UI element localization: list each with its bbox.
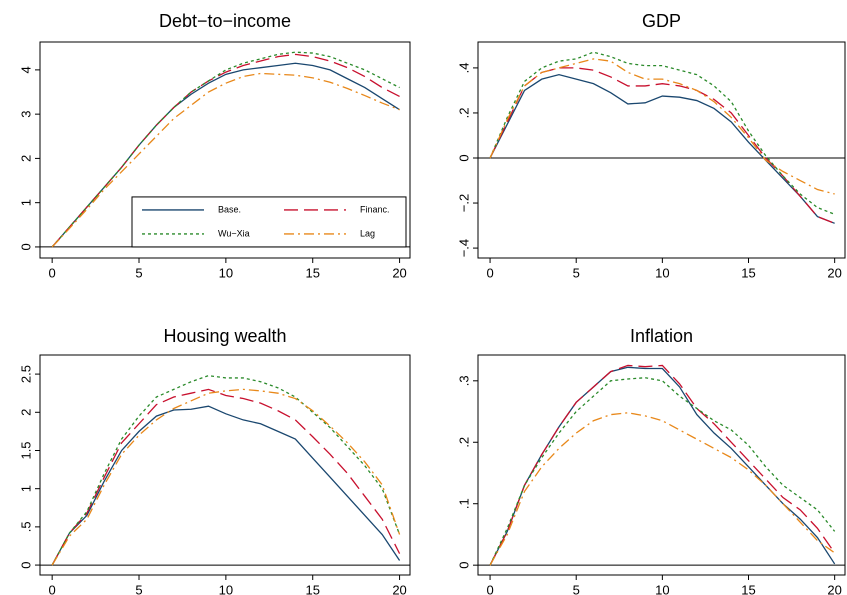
series-line <box>489 366 836 566</box>
series-line <box>51 72 400 248</box>
legend-label: Base. <box>218 204 241 214</box>
x-tick-label: 20 <box>392 265 406 280</box>
panel-title: Debt−to−income <box>159 11 291 31</box>
x-tick-label: 20 <box>392 582 406 595</box>
y-tick-label: 2.5 <box>18 365 33 383</box>
series-line <box>51 53 400 248</box>
y-tick-label: 3 <box>18 111 33 118</box>
legend-label: Financ. <box>360 204 390 214</box>
y-tick-label: .2 <box>456 108 471 119</box>
x-tick-label: 20 <box>827 265 841 280</box>
plot-frame <box>477 41 846 259</box>
series-line <box>489 364 836 566</box>
x-tick-label: 0 <box>49 265 56 280</box>
y-tick-label: .5 <box>18 521 33 532</box>
series-line <box>489 51 835 215</box>
y-tick-label: .1 <box>456 498 471 509</box>
y-tick-label: 0 <box>456 562 471 569</box>
y-tick-label: .2 <box>456 437 471 448</box>
plot-frame <box>39 354 411 576</box>
panel-title: Inflation <box>630 326 693 346</box>
series-line <box>489 58 835 195</box>
plot-frame <box>477 354 846 576</box>
x-tick-label: 10 <box>655 582 669 595</box>
series-line <box>489 73 835 224</box>
x-tick-label: 15 <box>305 265 319 280</box>
legend-label: Lag <box>360 228 375 238</box>
plot-frame <box>39 41 411 259</box>
series-line <box>489 67 835 224</box>
series-line <box>51 388 401 566</box>
x-tick-label: 15 <box>741 582 755 595</box>
y-tick-label: 2 <box>18 409 33 416</box>
x-tick-label: 20 <box>827 582 841 595</box>
y-tick-label: 0 <box>18 243 33 250</box>
series-line <box>51 405 401 566</box>
x-tick-label: 10 <box>219 265 233 280</box>
x-tick-label: 0 <box>486 582 493 595</box>
series-line <box>51 374 401 566</box>
y-tick-label: .4 <box>456 62 471 73</box>
x-tick-label: 5 <box>573 265 580 280</box>
series-line <box>489 377 836 566</box>
series-line <box>51 388 401 566</box>
y-tick-label: 0 <box>18 561 33 568</box>
y-tick-label: 2 <box>18 155 33 162</box>
y-tick-label: −.4 <box>456 239 471 257</box>
y-tick-label: .3 <box>456 375 471 386</box>
x-tick-label: 5 <box>135 582 142 595</box>
legend-label: Wu−Xia <box>218 228 250 238</box>
x-tick-label: 5 <box>573 582 580 595</box>
series-line <box>489 412 836 566</box>
y-tick-label: 1 <box>18 485 33 492</box>
x-tick-label: 0 <box>486 265 493 280</box>
x-tick-label: 10 <box>655 265 669 280</box>
y-tick-label: −.2 <box>456 194 471 212</box>
y-tick-label: 1.5 <box>18 441 33 459</box>
x-tick-label: 15 <box>741 265 755 280</box>
x-tick-label: 10 <box>219 582 233 595</box>
x-tick-label: 0 <box>49 582 56 595</box>
x-tick-label: 5 <box>135 265 142 280</box>
y-tick-label: 1 <box>18 199 33 206</box>
y-tick-label: 0 <box>456 154 471 161</box>
y-tick-label: 4 <box>18 66 33 73</box>
panel-title: GDP <box>642 11 681 31</box>
x-tick-label: 15 <box>305 582 319 595</box>
legend-box <box>131 196 407 248</box>
panel-title: Housing wealth <box>163 326 286 346</box>
